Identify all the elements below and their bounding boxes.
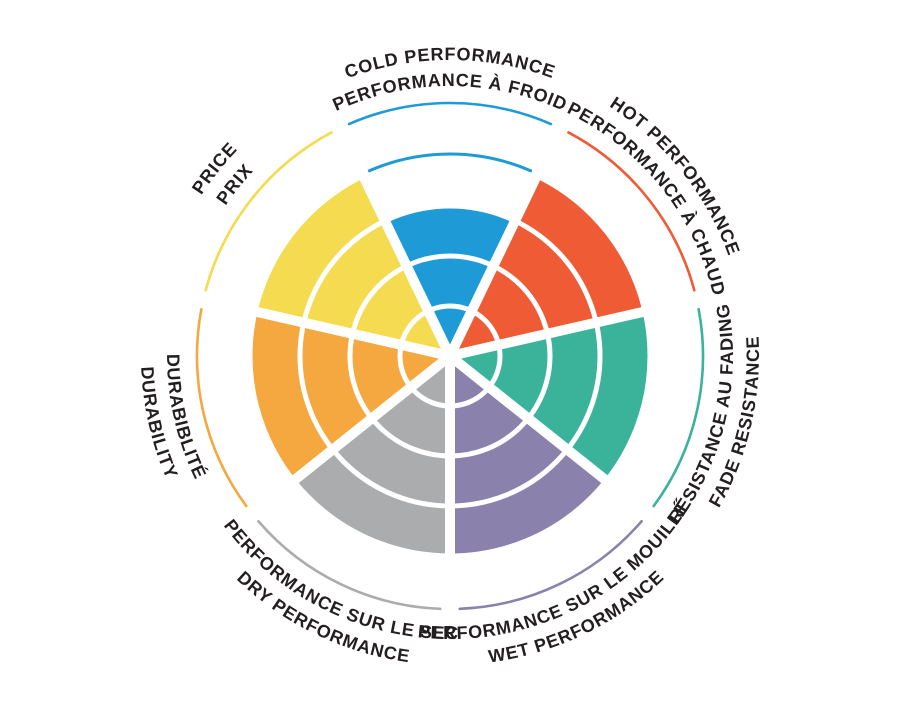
cold-performance-wedge [384,205,516,356]
cold-performance-guide-arc [347,101,553,126]
cold-performance-extra-arc [367,152,533,173]
sector-separator-5 [278,352,454,495]
sector-separator-3 [446,352,622,495]
sector-separator-2 [448,303,662,361]
cold-performance-label-line-2: PERFORMANCE À FROID [330,70,571,115]
hot-performance-guide-arc [567,131,696,292]
sector-separator-6 [238,303,452,361]
sector-separator-1 [445,159,549,359]
wet-performance-wedge [450,356,607,556]
fade-resistance-guide-arc [652,307,705,508]
wet-performance-guide-arc [458,519,643,611]
durability-guide-arc [195,307,248,508]
price-guide-arc [204,131,333,292]
dry-performance-wedge [293,356,450,556]
dry-performance-guide-arc [257,519,442,611]
sector-separator-0 [351,159,455,359]
